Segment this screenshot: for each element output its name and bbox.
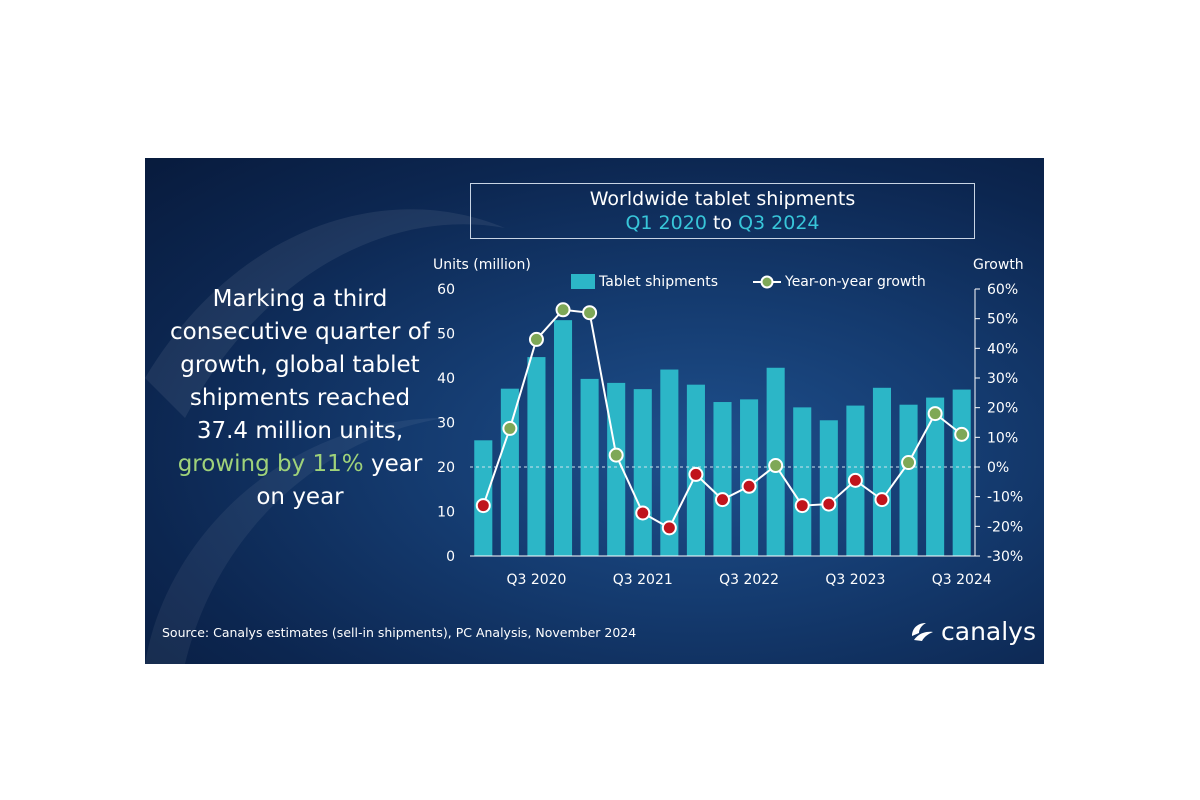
growth-marker [874,492,890,508]
logo-text: canalys [941,617,1036,646]
legend-line-marker [760,275,774,289]
bar-q4-2020 [553,320,573,556]
y-right-axis-title: Growth [973,257,1024,273]
bar-q3-2024 [952,389,971,556]
range-to: to [712,212,733,234]
growth-marker [741,478,757,494]
background-swoosh [145,209,505,664]
growth-marker [661,520,677,536]
bar-q4-2021 [660,369,679,556]
bar-q2-2024 [926,397,945,556]
legend-line-label: Year-on-year growth [784,274,926,290]
bar-q4-2023 [872,387,892,556]
y-right-tick-label: 50% [987,312,1018,328]
headline-highlight: growing by 11% [177,451,364,477]
bar-q2-2022 [713,402,732,556]
growth-marker [528,331,544,347]
growth-marker [475,498,491,514]
growth-marker [901,455,917,471]
chart-subtitle: Q1 2020 to Q3 2024 [471,211,974,235]
bar-q2-2020 [500,388,519,556]
x-tick-label: Q3 2023 [825,572,885,588]
range-end: Q3 2024 [738,212,820,234]
x-tick-label: Q3 2024 [932,572,992,588]
y-left-tick-label: 50 [437,327,455,343]
canalys-logo-icon [912,622,933,641]
bar-q2-2023 [819,420,838,556]
combo-chart: Units (million) Growth 0 10 20 30 40 50 60 -30% -2… [433,257,1024,588]
y-left-tick-label: 10 [437,505,455,521]
bar-q3-2022 [740,399,759,556]
y-right-tick-label: 40% [987,341,1018,357]
bar-q3-2021 [633,389,652,556]
growth-marker [715,492,730,508]
source-note: Source: Canalys estimates (sell-in shipm… [162,625,637,640]
y-left-tick-label: 30 [437,416,455,432]
y-right-tick-label: -10% [987,490,1023,506]
range-start: Q1 2020 [625,212,707,234]
y-left-tick-label: 40 [437,371,455,387]
growth-marker [635,505,651,521]
growth-marker [688,466,704,482]
canalys-logo: canalys [908,617,1036,646]
y-right-tick-label: 60% [987,282,1018,298]
growth-marker [582,305,598,321]
growth-marker [821,496,837,512]
x-tick-label: Q3 2022 [719,572,779,588]
y-left-axis-title: Units (million) [433,257,531,273]
growth-marker [555,302,571,318]
growth-marker [502,420,518,436]
chart-title: Worldwide tablet shipments [589,188,856,210]
legend-bar-label: Tablet shipments [598,274,718,290]
y-left-tick-label: 0 [446,549,455,565]
y-right-tick-label: 30% [987,371,1018,387]
y-left-tick-label: 20 [437,460,455,476]
growth-marker [927,406,943,422]
y-right-tick-label: -30% [987,549,1023,565]
chart-title-box: Worldwide tablet shipments Q1 2020 to Q3… [470,183,975,239]
x-tick-label: Q3 2020 [506,572,566,588]
bar-q1-2024 [899,404,918,556]
x-tick-label: Q3 2021 [613,572,673,588]
bar-q3-2020 [527,357,546,556]
growth-marker [954,426,970,442]
growth-marker [794,498,810,514]
growth-marker [847,472,863,488]
legend-bar-swatch [571,274,595,289]
y-right-tick-label: -20% [987,519,1023,535]
bar-q1-2021 [580,378,599,556]
y-right-tick-label: 20% [987,401,1018,417]
bar-q1-2023 [793,407,812,556]
growth-marker [608,447,624,463]
y-left-tick-label: 60 [437,282,455,298]
headline: Marking a third consecutive quarter of g… [165,283,435,514]
growth-marker [768,458,784,474]
headline-tail: year on year [256,451,423,510]
y-right-tick-label: 0% [987,460,1009,476]
headline-text: Marking a third consecutive quarter of g… [170,286,430,444]
y-right-tick-label: 10% [987,430,1018,446]
chart-panel: Worldwide tablet shipments Q1 2020 to Q3… [145,158,1044,664]
